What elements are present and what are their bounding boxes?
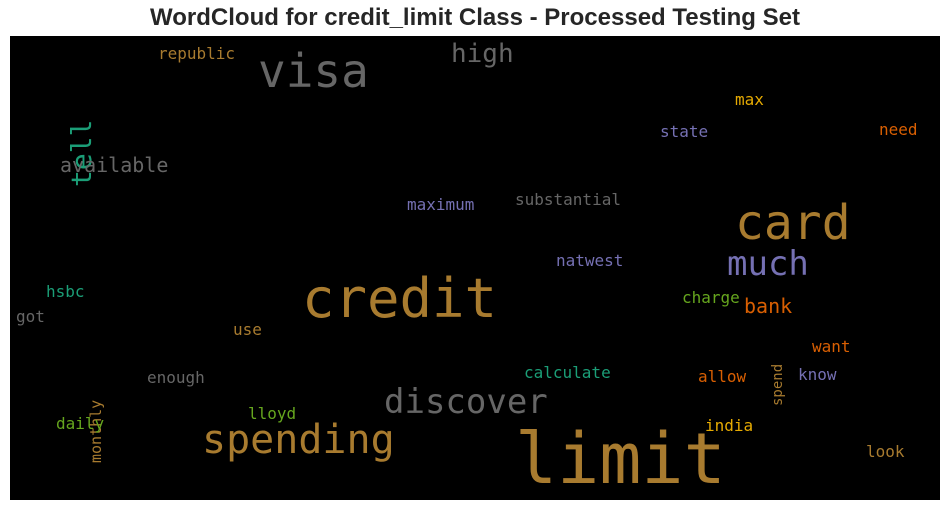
word-spending: spending [202,417,395,463]
word-use: use [233,320,262,339]
word-need: need [879,120,918,139]
word-high: high [451,39,514,69]
word-got: got [16,307,45,326]
word-limit: limit [515,418,726,500]
word-enough: enough [147,368,205,387]
word-charge: charge [682,288,740,307]
word-want: want [812,337,851,356]
word-spend: spend [770,363,786,406]
word-much: much [727,244,809,284]
word-india: india [705,416,754,435]
word-allow: allow [698,367,747,386]
word-calculate: calculate [524,363,611,382]
word-maximum: maximum [407,195,475,214]
wordcloud-canvas: limit credit card visa spending much discover t… [10,36,940,500]
word-state: state [660,122,709,141]
word-lloyd: lloyd [248,404,297,423]
word-natwest: natwest [556,251,624,270]
word-hsbc: hsbc [46,282,85,301]
word-credit: credit [302,267,498,330]
word-republic: republic [158,44,236,63]
word-visa: visa [258,44,369,98]
word-bank: bank [744,294,793,318]
word-know: know [798,365,837,384]
word-discover: discover [384,382,548,422]
word-daily: daily [56,414,105,433]
word-max: max [735,90,764,109]
word-look: look [866,442,905,461]
chart-title: WordCloud for credit_limit Class - Proce… [150,4,800,31]
word-card: card [735,195,851,251]
word-available: available [60,153,169,177]
word-substantial: substantial [515,190,621,209]
